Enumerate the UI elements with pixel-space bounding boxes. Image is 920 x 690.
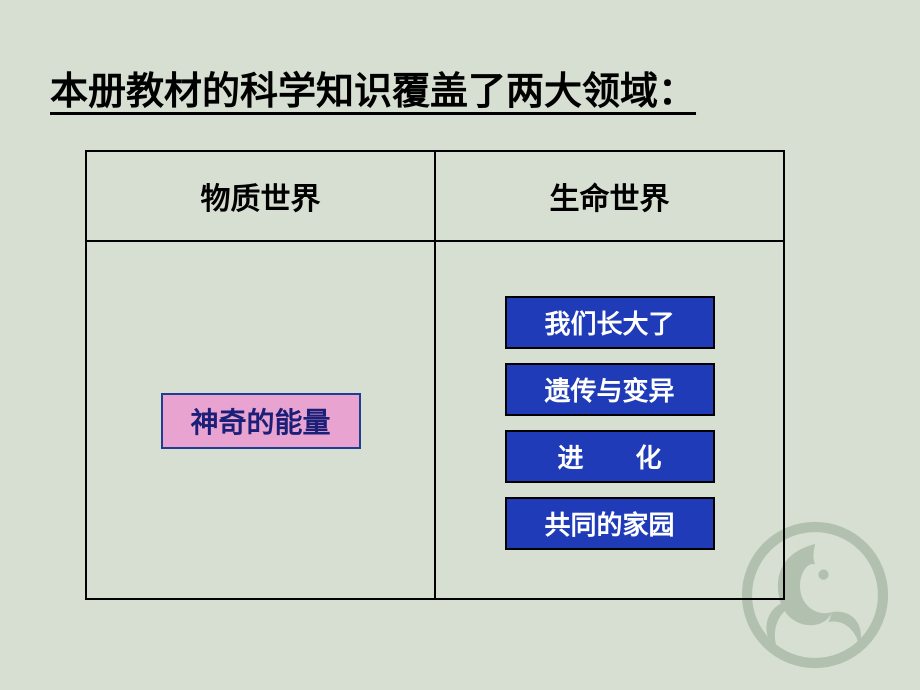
col-header-life: 生命世界: [436, 152, 783, 240]
col-material: 神奇的能量: [87, 242, 436, 600]
page-title: 本册教材的科学知识覆盖了两大领域：: [50, 60, 696, 115]
table-body: 神奇的能量 我们长大了 遗传与变异 进 化 共同的家园: [87, 242, 783, 600]
box-grow-up: 我们长大了: [505, 296, 715, 349]
domain-table: 物质世界 生命世界 神奇的能量 我们长大了 遗传与变异 进 化 共同的家园: [85, 150, 785, 600]
col-header-material: 物质世界: [87, 152, 436, 240]
col-life: 我们长大了 遗传与变异 进 化 共同的家园: [436, 242, 783, 600]
box-energy: 神奇的能量: [161, 393, 361, 449]
box-heredity: 遗传与变异: [505, 363, 715, 416]
life-topic-list: 我们长大了 遗传与变异 进 化 共同的家园: [505, 296, 715, 550]
table-header-row: 物质世界 生命世界: [87, 152, 783, 242]
box-evolution: 进 化: [505, 430, 715, 483]
box-homeland: 共同的家园: [505, 497, 715, 550]
